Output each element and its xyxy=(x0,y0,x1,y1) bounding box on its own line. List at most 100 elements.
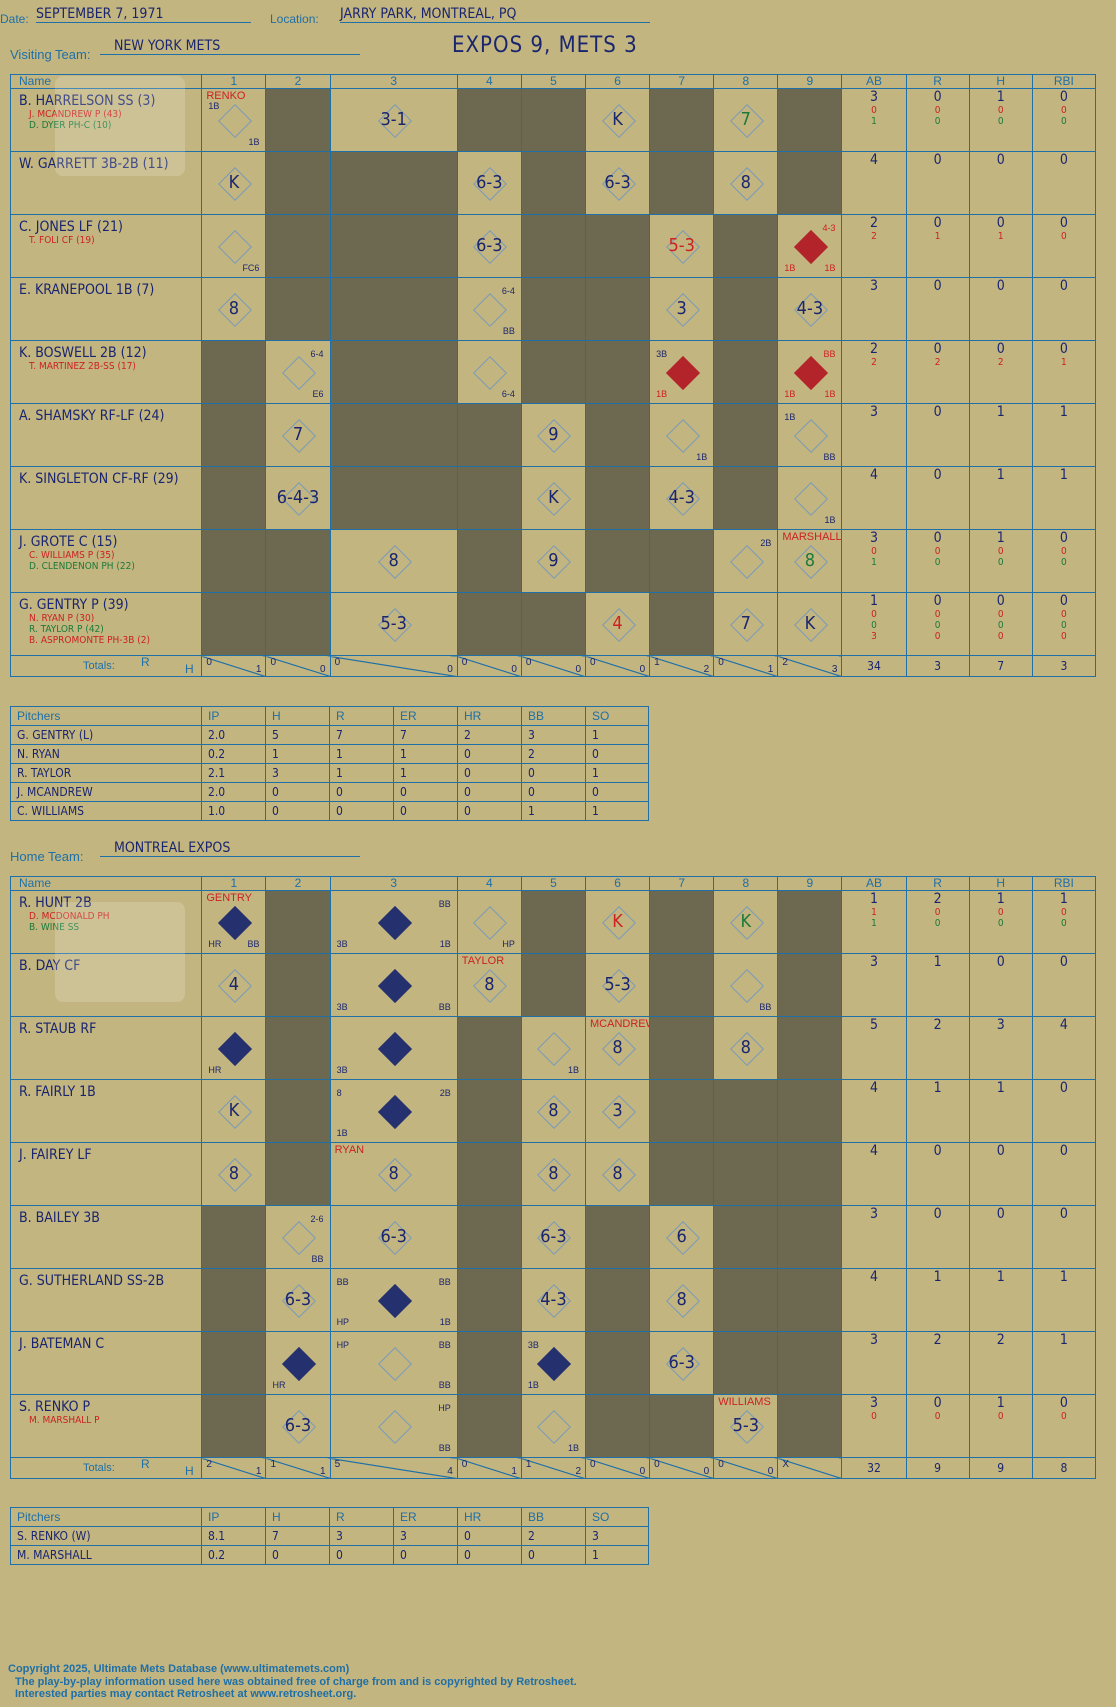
inning-runs: 0 xyxy=(590,1459,596,1470)
inning-cell xyxy=(777,151,843,215)
inning-cell: BB BB HP 1B xyxy=(329,1268,458,1332)
corner-note: E6 xyxy=(312,389,324,399)
stat-cell-ab: 3 xyxy=(841,403,907,467)
corner-note: BB xyxy=(438,1340,451,1350)
footer-copyright: Copyright 2025, Ultimate Mets Database (… xyxy=(8,1663,350,1675)
sub-stat-value: 0 xyxy=(871,105,877,116)
stat-value: 2 xyxy=(870,215,879,232)
pitcher-stat: 0 xyxy=(329,782,394,802)
inning-cell: 4-3 xyxy=(777,277,843,341)
stat-value: 4 xyxy=(870,152,879,169)
batter-row: R. STAUB RF HR 3B 1B 8 MCANDREW 8 5 2 3 4 xyxy=(9,1016,1097,1080)
play-result: 4-3 xyxy=(796,298,824,319)
pitcher-row: M. MARSHALL 0.2 0 0 0 0 0 1 xyxy=(10,1545,649,1565)
corner-note: 1B xyxy=(568,1065,580,1075)
sub-stat-value: 1 xyxy=(871,907,877,918)
stat-value: 1 xyxy=(996,1395,1005,1412)
sub-stat-value: 0 xyxy=(934,557,941,568)
batter-row: A. SHAMSKY RF-LF (24) 7 9 1B 1B BB 3 0 1 1 xyxy=(9,403,1097,467)
stat-header: AB xyxy=(841,876,907,891)
pitcher-header: ER xyxy=(393,706,458,726)
inning-cell xyxy=(713,277,779,341)
stat-value: 4 xyxy=(1059,1017,1068,1034)
totals-row: Totals: R H 2 1 1 1 5 4 0 1 1 2 0 0 0 0 0 0 X 32 9 9 8 xyxy=(9,1457,1097,1479)
play-result: 4 xyxy=(228,974,240,995)
stat-value: 3 xyxy=(996,1017,1005,1034)
stat-value: 0 xyxy=(996,954,1005,971)
corner-note: HP xyxy=(336,1340,350,1350)
inning-cell xyxy=(713,466,779,530)
play-result: K xyxy=(740,911,752,932)
inning-cell: 5-3 xyxy=(649,214,715,278)
corner-note: 1B xyxy=(208,101,220,111)
pitcher-stat: 0 xyxy=(393,1545,458,1565)
pitcher-stat: 1 xyxy=(393,763,458,783)
name-header: Name xyxy=(9,876,203,891)
stat-value: 0 xyxy=(933,530,942,547)
stat-value: 0 xyxy=(933,1395,942,1412)
pitcher-header: H xyxy=(265,706,330,726)
play-result: 7 xyxy=(740,109,751,130)
pitcher-stat: 0.2 xyxy=(201,744,266,764)
pitcher-change-note: GENTRY xyxy=(206,892,252,904)
inning-hits: 1 xyxy=(255,1466,262,1477)
inning-cell xyxy=(585,1394,651,1458)
sub-stat-value: 1 xyxy=(997,231,1004,242)
play-result: 5-3 xyxy=(732,1415,760,1436)
inning-cell: 1B xyxy=(520,1016,587,1080)
basepath-diamond xyxy=(377,1410,412,1444)
inning-header: 8 xyxy=(713,876,779,891)
sub-stat-value: 0 xyxy=(997,620,1004,631)
corner-note: BB xyxy=(438,899,451,909)
pitcher-stat: 1 xyxy=(329,744,394,764)
inning-cell xyxy=(777,953,843,1017)
stat-value: 4 xyxy=(870,467,879,484)
inning-cell: 7 xyxy=(713,88,779,152)
stat-value: 2 xyxy=(870,341,879,358)
inning-runs: 1 xyxy=(525,1459,532,1470)
inning-cell: 3B xyxy=(329,1016,458,1080)
inning-cell: 8 xyxy=(520,1079,587,1143)
inning-cell xyxy=(713,1268,779,1332)
stat-header: AB xyxy=(841,74,907,89)
play-result: 8 xyxy=(676,1289,687,1310)
inning-cell xyxy=(649,1016,715,1080)
substitute-name: T. MARTINEZ 2B-SS (17) xyxy=(29,361,136,372)
totals-label: Totals: xyxy=(83,1462,115,1474)
corner-note: 1B xyxy=(656,389,668,399)
home-table: Name 1 2 3 4 5 6 7 8 9 AB R H RBI R. HUNT 2B D. MCDONAL… xyxy=(9,876,1097,1479)
inning-runs: 0 xyxy=(206,657,212,668)
inning-cell: 5-3 xyxy=(585,953,651,1017)
batter-name: E. KRANEPOOL 1B (7) xyxy=(19,282,155,298)
inning-cell: 8 TAYLOR xyxy=(456,953,522,1017)
batter-row: K. BOSWELL 2B (12) T. MARTINEZ 2B-SS (17)… xyxy=(9,340,1097,404)
sub-stat-value: 3 xyxy=(871,631,877,642)
play-result: 4 xyxy=(612,613,623,634)
inning-cell: 3 xyxy=(649,277,715,341)
sub-stat-value: 0 xyxy=(997,105,1004,116)
stat-value: 0 xyxy=(1059,593,1068,610)
stat-value: 0 xyxy=(996,593,1005,610)
corner-note: 2-6 xyxy=(310,1214,324,1224)
inning-runs: 0 xyxy=(461,657,468,668)
sub-stat-value: 0 xyxy=(934,546,941,557)
corner-note: BB xyxy=(438,1002,451,1012)
sub-stat-value: 0 xyxy=(1061,918,1067,929)
inning-cell: K xyxy=(201,1079,267,1143)
stat-value: 3 xyxy=(870,1395,879,1412)
stat-value: 0 xyxy=(1059,1143,1068,1160)
inning-runs: 0 xyxy=(718,657,724,668)
basepath-diamond xyxy=(377,1095,412,1129)
pitcher-header: HR xyxy=(457,706,522,726)
pitcher-stat: 2 xyxy=(521,744,586,764)
sub-stat-value: 0 xyxy=(871,620,877,631)
batter-name-cell: G. SUTHERLAND SS-2B xyxy=(9,1268,203,1332)
stat-cell-rbi: 1 xyxy=(1031,466,1097,530)
inning-cell xyxy=(649,529,715,593)
stat-cell-r: 0 xyxy=(905,1205,970,1269)
inning-cell: 8 xyxy=(649,1268,715,1332)
inning-header: 6 xyxy=(585,876,651,891)
